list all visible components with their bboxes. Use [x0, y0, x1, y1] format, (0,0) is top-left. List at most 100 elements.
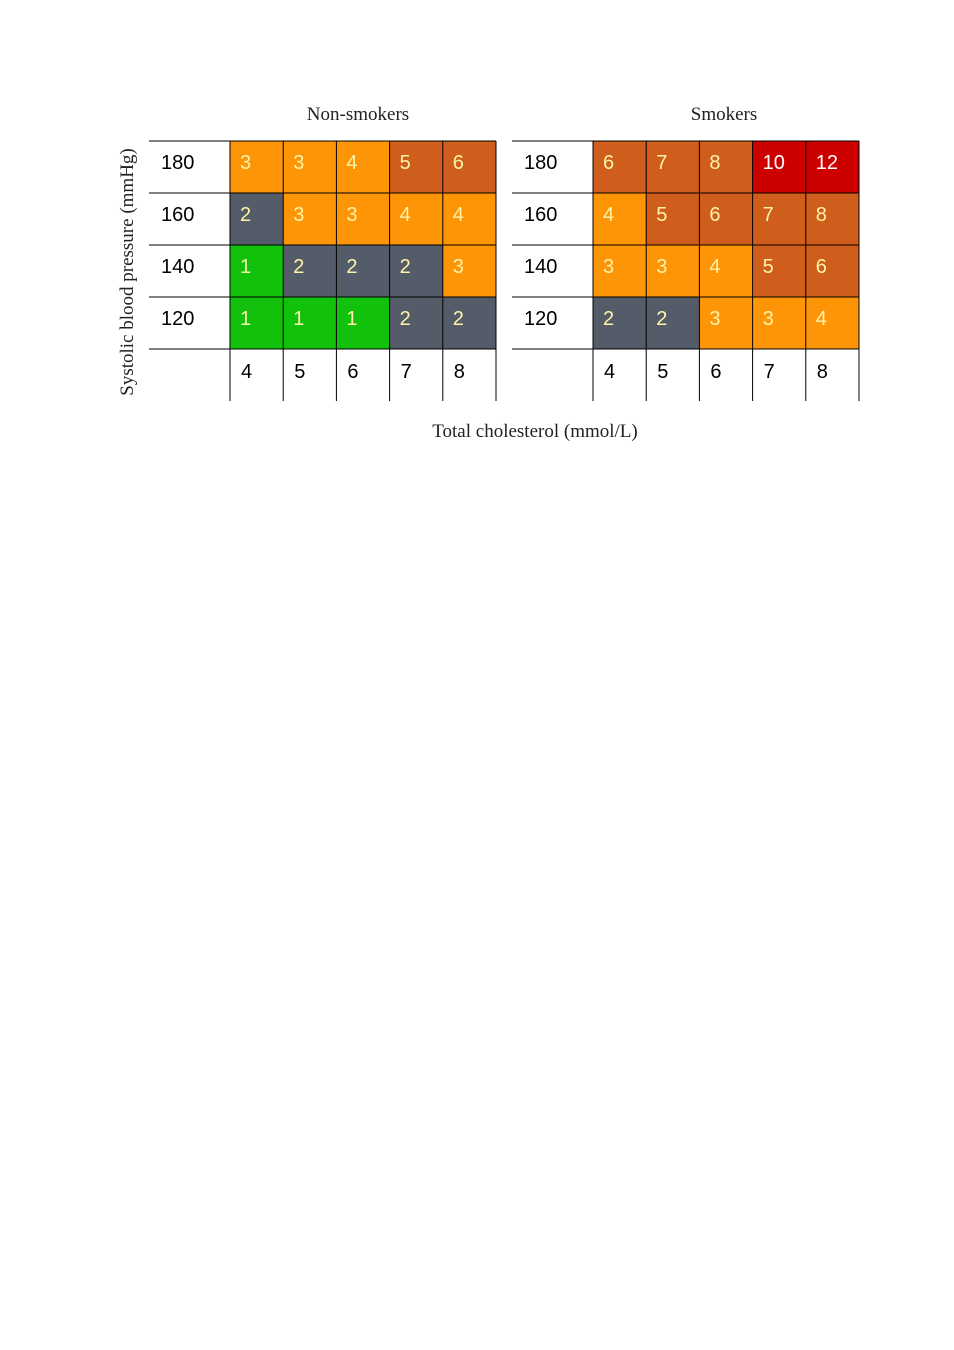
heat-cell [593, 141, 647, 193]
y-tick-label: 140 [161, 256, 194, 278]
heat-cell [283, 245, 337, 297]
panel-title: Smokers [691, 104, 758, 125]
heat-cell [646, 297, 700, 349]
cell-value: 8 [816, 204, 827, 226]
heat-cell [805, 141, 859, 193]
cell-value: 3 [293, 204, 304, 226]
cell-value: 2 [603, 308, 614, 330]
heat-cell [805, 245, 859, 297]
cell-value: 8 [709, 152, 720, 174]
cell-value: 3 [346, 204, 357, 226]
heat-cell [283, 193, 337, 245]
cell-value: 1 [240, 308, 251, 330]
cell-value: 1 [346, 308, 357, 330]
y-axis-label: Systolic blood pressure (mmHg) [117, 148, 138, 396]
heat-cell [646, 245, 700, 297]
cell-value: 2 [240, 204, 251, 226]
cell-value: 1 [240, 256, 251, 278]
heat-cell [389, 141, 443, 193]
cell-value: 1 [293, 308, 304, 330]
y-tick-label: 180 [524, 152, 557, 174]
cell-value: 6 [453, 152, 464, 174]
cell-value: 10 [763, 152, 785, 174]
heat-cell [230, 245, 284, 297]
heat-cell [805, 297, 859, 349]
heat-cell [230, 193, 284, 245]
heat-cell [283, 141, 337, 193]
x-tick-label: 4 [241, 361, 252, 383]
heat-cell [442, 245, 496, 297]
heat-cell [752, 193, 806, 245]
panel-0: Non-smokers 3 3 4 5 6 2 3 3 4 4 1 2 2 2 3 1 1 1 2 2 180 160 140… [149, 104, 497, 401]
panel-1: Smokers 6 7 8 10 12 4 5 6 7 8 3 3 4 5 6 2 2 3 3 4 180 160 140 12… [512, 104, 860, 401]
y-tick-label: 120 [524, 308, 557, 330]
heat-cell [593, 245, 647, 297]
heat-cell [389, 297, 443, 349]
heat-cell [593, 297, 647, 349]
y-tick-label: 140 [524, 256, 557, 278]
x-tick-label: 8 [817, 361, 828, 383]
heat-cell [336, 245, 390, 297]
heat-cell [805, 193, 859, 245]
heat-cell [593, 193, 647, 245]
heat-cell [336, 193, 390, 245]
heat-cell [283, 297, 337, 349]
cell-value: 3 [293, 152, 304, 174]
cell-value: 3 [763, 308, 774, 330]
x-tick-label: 5 [294, 361, 305, 383]
cell-value: 6 [816, 256, 827, 278]
cell-value: 7 [763, 204, 774, 226]
heat-cell [389, 193, 443, 245]
cell-value: 4 [603, 204, 614, 226]
x-tick-label: 7 [401, 361, 412, 383]
heat-cell [442, 141, 496, 193]
cell-value: 3 [656, 256, 667, 278]
x-tick-label: 6 [710, 361, 721, 383]
cell-value: 2 [453, 308, 464, 330]
heat-cell [646, 141, 700, 193]
cell-value: 3 [709, 308, 720, 330]
cell-value: 6 [603, 152, 614, 174]
panel-title: Non-smokers [307, 104, 409, 125]
heat-cell [699, 193, 753, 245]
heat-cell [646, 193, 700, 245]
cell-value: 7 [656, 152, 667, 174]
cell-value: 2 [400, 308, 411, 330]
heat-cell [752, 141, 806, 193]
y-tick-label: 120 [161, 308, 194, 330]
y-tick-label: 160 [524, 204, 557, 226]
heat-cell [336, 141, 390, 193]
cell-value: 4 [709, 256, 720, 278]
cell-value: 3 [603, 256, 614, 278]
x-tick-label: 7 [764, 361, 775, 383]
heat-cell [699, 141, 753, 193]
cell-value: 2 [346, 256, 357, 278]
heat-cell [442, 193, 496, 245]
x-tick-label: 5 [657, 361, 668, 383]
cell-value: 3 [453, 256, 464, 278]
cell-value: 2 [656, 308, 667, 330]
x-axis-label: Total cholesterol (mmol/L) [432, 421, 638, 442]
y-tick-label: 160 [161, 204, 194, 226]
cell-value: 5 [656, 204, 667, 226]
cell-value: 5 [400, 152, 411, 174]
heat-cell [230, 141, 284, 193]
x-tick-label: 8 [454, 361, 465, 383]
heat-cell [389, 245, 443, 297]
cell-value: 4 [816, 308, 827, 330]
heat-cell [752, 245, 806, 297]
cell-value: 4 [346, 152, 357, 174]
cell-value: 6 [709, 204, 720, 226]
cell-value: 5 [763, 256, 774, 278]
heat-cell [442, 297, 496, 349]
heat-cell [699, 245, 753, 297]
heat-cell [230, 297, 284, 349]
cell-value: 12 [816, 152, 838, 174]
cell-value: 4 [400, 204, 411, 226]
y-tick-label: 180 [161, 152, 194, 174]
cell-value: 3 [240, 152, 251, 174]
cell-value: 4 [453, 204, 464, 226]
cell-value: 2 [400, 256, 411, 278]
